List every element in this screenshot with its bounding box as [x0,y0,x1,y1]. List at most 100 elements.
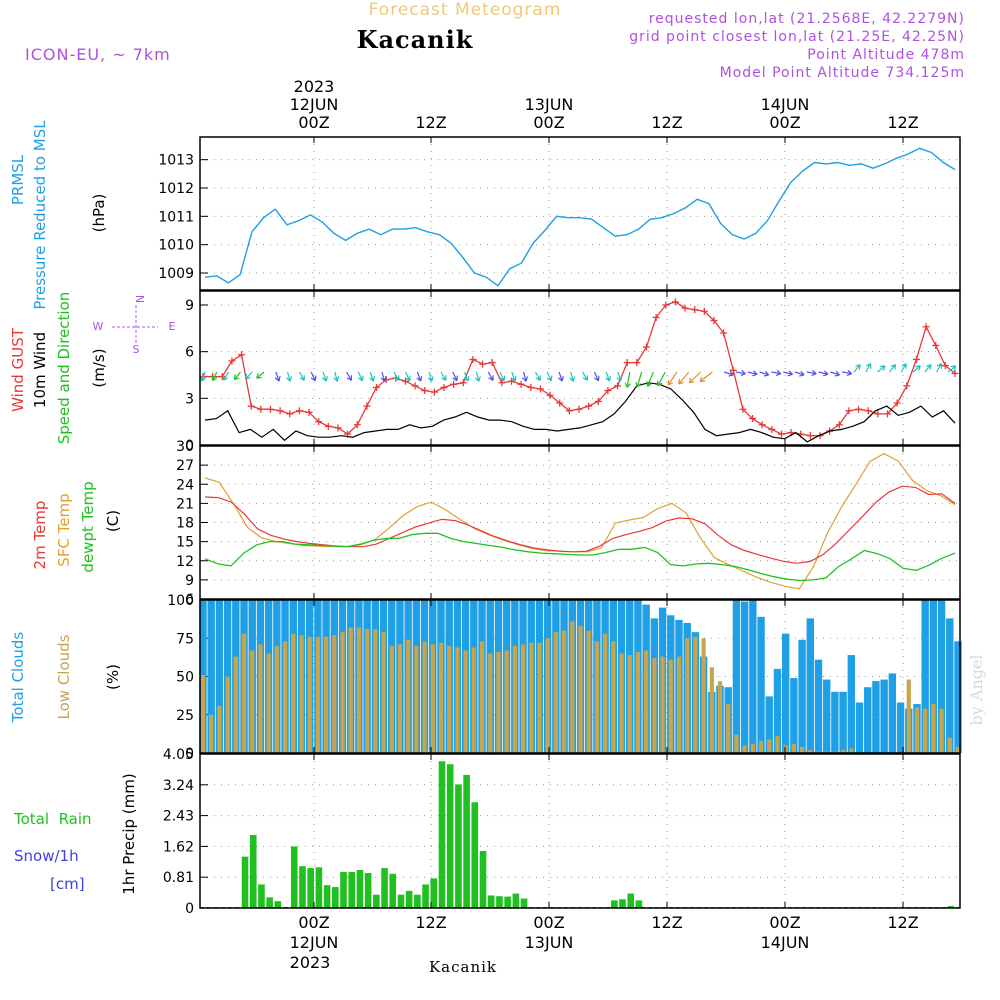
gust-marker [488,359,496,367]
temp2m-label: 2m Temp [31,501,49,570]
footer-location: Kacanik [429,958,497,976]
wind-arrow [475,371,480,382]
wind-arrow-head [763,370,770,377]
gust-marker [218,373,226,381]
bottom-hour-label: 00Z [298,913,329,932]
wind-arrow-head [646,381,652,387]
wind-arrow-head [752,370,758,377]
location-title: Kacanik [357,25,474,54]
gust-marker [835,421,843,429]
wind-label: 10m Wind [31,332,49,408]
bottom-hour-label: 12Z [415,913,446,932]
bottom-hour-label: 00Z [769,913,800,932]
total-clouds-bar [806,618,814,753]
wind-arrow [428,371,433,382]
rain-bar [487,895,495,908]
wind-arrow-head [667,379,674,386]
gust-marker [681,304,689,312]
top-year: 2023 [294,77,335,96]
low-clouds-bar [520,644,526,753]
total-clouds-bar [749,600,757,753]
pressure-label-1: PRMSL [9,154,27,205]
y-tick-label: 1010 [158,238,194,254]
gust-marker [864,407,872,415]
wind-arrow [287,371,291,382]
gust-marker [642,343,650,351]
rain-bar [299,866,306,908]
total-clouds-bar [781,633,790,753]
gust-marker [546,391,554,399]
wind-arrow-head [569,376,576,382]
rain-bar [504,896,511,908]
gust-marker [575,405,583,413]
wind-arrow [605,371,611,382]
compass-w: W [93,320,104,333]
wind-arrow [310,371,316,381]
rain-bar [619,899,626,908]
low-clouds-bar [947,737,952,753]
rain-bar [479,850,487,908]
rain-bar [266,897,273,908]
wind-unit: (m/s) [90,348,108,387]
gust-marker [450,380,458,388]
y-tick-label: 18 [176,516,194,532]
wind-arrow-head [787,370,793,377]
wind-arrow-head [605,375,612,382]
y-tick-label: 0 [185,746,194,762]
wind-arrow-head [244,373,251,380]
wind-arrow [678,371,690,385]
wind-arrow-head [950,365,957,371]
wind-dir-label: Speed and Direction [55,292,73,445]
gust-marker [604,387,612,395]
rain-bar [520,898,528,908]
grid-point-coords: grid point closest lon,lat (21.25E, 42.2… [629,29,965,45]
gust-marker [469,355,477,363]
low-clouds-bar [323,636,329,753]
y-tick-label: 0.81 [163,870,194,886]
rain-bar [381,868,388,908]
low-clouds-bar [258,644,263,753]
compass-e: E [169,320,176,333]
wind-gust-label: Wind GUST [9,327,27,412]
gust-marker [691,306,699,314]
wind-arrow [369,371,375,382]
top-hour-label: 00Z [769,113,800,132]
wind-arrow-head [879,365,886,371]
gust-marker [353,421,361,429]
wind-arrow [256,371,265,379]
wind-arrow-head [499,375,506,382]
low-clouds-label: Low Clouds [55,634,73,719]
gust-marker [671,298,679,306]
low-clouds-bar [217,705,222,753]
low-clouds-bar [414,645,419,753]
wind-arrow [593,371,600,381]
wind-arrow-head [926,364,932,370]
total-clouds-bar [798,639,806,753]
low-clouds-bar [315,636,320,753]
total-clouds-bar [765,696,773,753]
wind-arrow [234,371,241,380]
wind-arrow [570,371,574,382]
gust-marker [662,301,670,309]
wind-arrow [275,371,280,382]
low-clouds-bar [660,656,665,753]
bottom-date-label: 14JUN [761,933,810,952]
low-clouds-bar [685,638,690,753]
wind-arrow-head [657,380,663,387]
clouds-unit: (%) [104,664,122,690]
gust-marker [276,407,284,415]
gust-marker [700,307,708,315]
panel-frame-4 [199,753,961,909]
low-clouds-bar [676,656,682,753]
gust-line [203,301,956,437]
low-clouds-bar [758,740,764,753]
rain-bar [405,890,413,908]
low-clouds-bar [726,704,731,753]
panel-frame-2 [199,445,961,600]
wind-arrow-head [775,369,782,377]
wind-arrow [511,371,516,382]
total-clouds-bar [921,600,929,753]
total-clouds-label: Total Clouds [9,632,27,724]
wind-arrow-head [222,375,229,381]
wind-arrow-head [427,376,434,382]
